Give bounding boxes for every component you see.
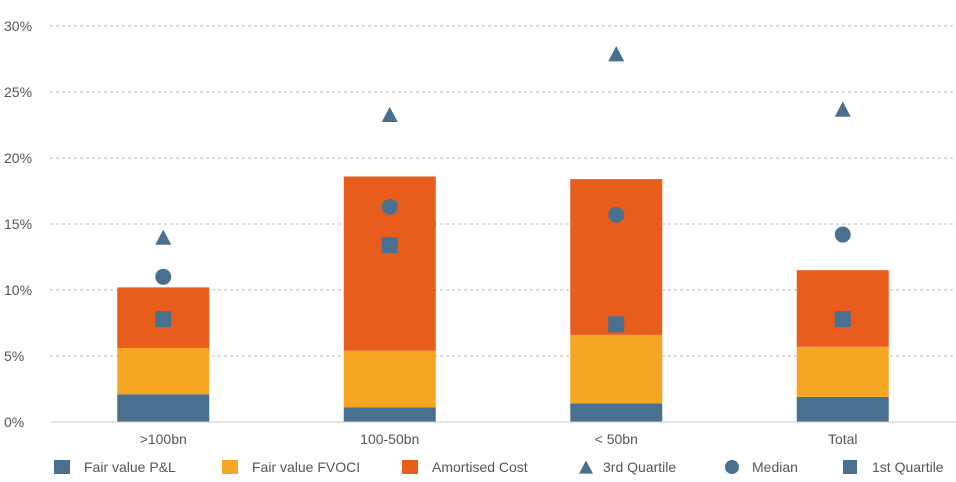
markers-layer bbox=[155, 46, 851, 333]
y-tick-label: 10% bbox=[4, 282, 32, 298]
y-tick-label: 5% bbox=[4, 348, 24, 364]
square-marker bbox=[843, 460, 857, 474]
square-marker bbox=[608, 316, 625, 333]
legend-label: Median bbox=[752, 459, 798, 475]
legend: Fair value P&L Fair value FVOCI Amortised … bbox=[54, 459, 944, 475]
square-marker bbox=[155, 311, 172, 328]
bar-segment bbox=[570, 403, 663, 422]
bar-segment bbox=[117, 348, 210, 395]
bar-segment bbox=[570, 334, 663, 404]
x-tick-label: Total bbox=[828, 431, 858, 447]
triangle-marker bbox=[381, 106, 398, 123]
bars-layer bbox=[117, 176, 889, 422]
bar-segment bbox=[117, 394, 210, 422]
bar-segment bbox=[343, 407, 436, 422]
circle-marker bbox=[381, 198, 398, 215]
y-tick-label: 30% bbox=[4, 18, 32, 34]
legend-label: Amortised Cost bbox=[432, 459, 528, 475]
triangle-marker bbox=[608, 46, 625, 62]
circle-marker bbox=[725, 460, 739, 474]
legend-label: 1st Quartile bbox=[872, 459, 944, 475]
x-tick-label: 100-50bn bbox=[360, 431, 419, 447]
y-tick-label: 0% bbox=[4, 414, 24, 430]
triangle-marker bbox=[834, 101, 851, 117]
bar-segment bbox=[796, 396, 889, 422]
y-tick-label: 15% bbox=[4, 216, 32, 232]
y-tick-label: 20% bbox=[4, 150, 32, 166]
square-marker bbox=[381, 237, 398, 254]
legend-swatch bbox=[402, 460, 418, 474]
triangle-marker bbox=[155, 229, 172, 245]
legend-swatch bbox=[54, 460, 70, 474]
bar-segment bbox=[796, 346, 889, 397]
circle-marker bbox=[834, 226, 851, 243]
square-marker bbox=[834, 311, 851, 328]
circle-marker bbox=[608, 206, 625, 223]
axis-layer: 0% 5% 10% 15% 20% 25% 30% >100bn 100-50bn < 50bn T… bbox=[4, 18, 956, 447]
legend-label: Fair value P&L bbox=[84, 459, 176, 475]
legend-label: 3rd Quartile bbox=[603, 459, 676, 475]
bar-segment bbox=[796, 270, 889, 347]
legend-swatch bbox=[222, 460, 238, 474]
y-tick-label: 25% bbox=[4, 84, 32, 100]
circle-marker bbox=[155, 268, 172, 285]
triangle-marker bbox=[579, 460, 593, 474]
x-tick-label: < 50bn bbox=[595, 431, 638, 447]
x-tick-label: >100bn bbox=[140, 431, 187, 447]
legend-label: Fair value FVOCI bbox=[252, 459, 360, 475]
bar-segment bbox=[570, 179, 663, 335]
bar-segment bbox=[343, 350, 436, 408]
